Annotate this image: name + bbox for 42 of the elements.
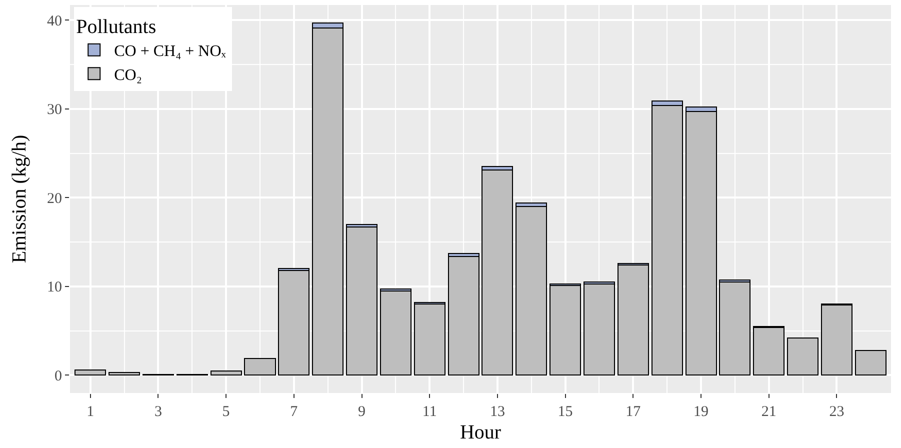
y-tick-label: 0 <box>54 368 62 384</box>
bar <box>108 372 140 376</box>
bar <box>482 170 514 376</box>
bar <box>278 270 310 376</box>
bar <box>244 358 276 376</box>
x-tick-label: 9 <box>358 404 366 420</box>
bar <box>516 206 548 376</box>
x-tick-label: 3 <box>154 404 162 420</box>
bar <box>617 264 649 376</box>
bar <box>210 370 242 376</box>
y-tick-label: 10 <box>47 280 62 296</box>
y-tick-label: 20 <box>47 190 62 207</box>
legend-label: CO + CH₄ + NOₓ <box>114 43 226 60</box>
y-tick-label: 40 <box>47 13 62 30</box>
bar <box>414 304 446 376</box>
x-tick-label: 5 <box>222 404 230 420</box>
bar <box>753 326 785 376</box>
y-axis-title: Emission (kg/h) <box>8 134 30 264</box>
x-axis-title: Hour <box>460 422 502 444</box>
legend-label: CO₂ <box>114 66 142 84</box>
bar <box>346 226 378 376</box>
x-tick-label: 13 <box>490 404 505 420</box>
bar <box>448 256 480 376</box>
x-tick-label: 1 <box>86 404 94 420</box>
bar <box>787 337 819 376</box>
bar <box>74 369 106 376</box>
bar <box>854 350 886 376</box>
bar <box>719 282 751 376</box>
y-tick-label: 30 <box>47 102 62 118</box>
x-tick-label: 17 <box>626 404 642 420</box>
bar <box>820 304 852 376</box>
x-tick-label: 7 <box>290 404 298 420</box>
x-tick-label: 15 <box>558 404 573 420</box>
x-tick-label: 11 <box>422 404 437 420</box>
x-tick-label: 23 <box>829 404 844 420</box>
bar <box>651 104 683 376</box>
x-tick-label: 21 <box>761 404 776 420</box>
x-tick-label: 19 <box>694 404 709 420</box>
bar <box>380 290 412 376</box>
legend-title: Pollutants <box>76 16 156 38</box>
bar <box>583 283 616 376</box>
bar <box>550 285 582 376</box>
